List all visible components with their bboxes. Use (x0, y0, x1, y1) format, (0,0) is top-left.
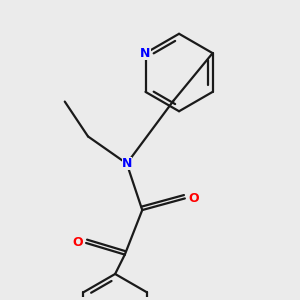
Text: O: O (188, 192, 199, 205)
Text: N: N (122, 157, 132, 170)
Text: O: O (72, 236, 83, 250)
Text: N: N (140, 46, 151, 60)
